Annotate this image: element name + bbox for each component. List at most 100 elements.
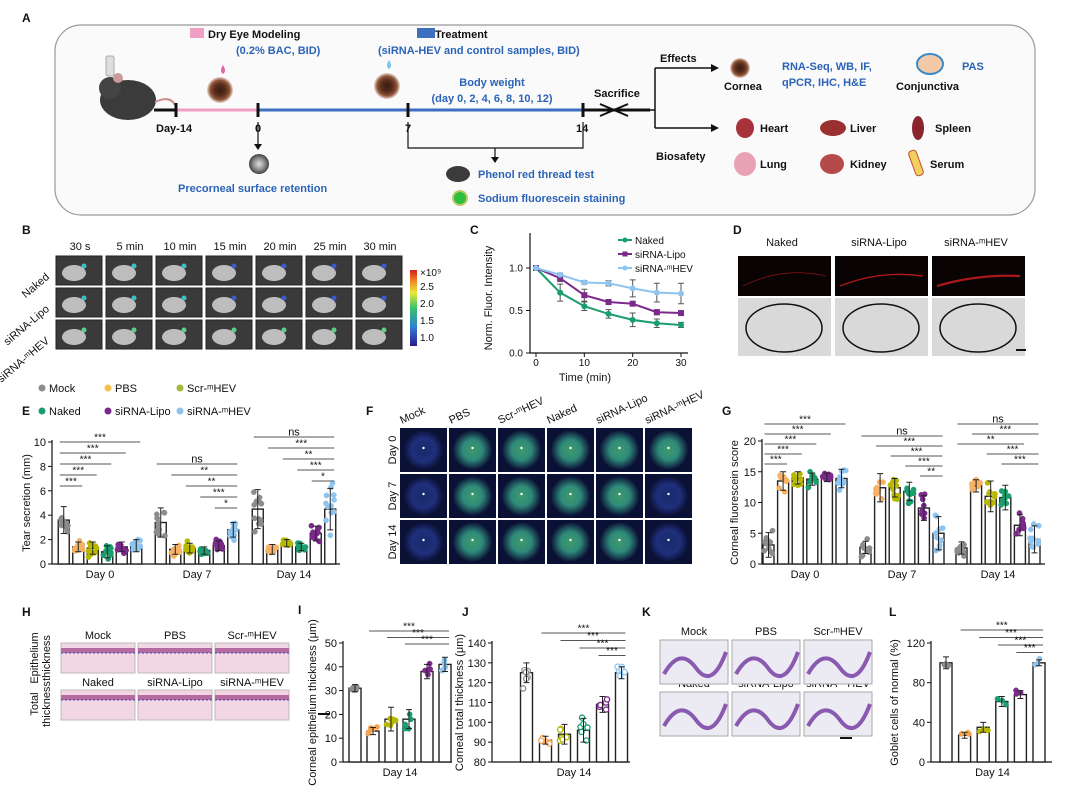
he-image [60,642,136,674]
he-image [137,689,213,721]
x-category-label: Day 7 [183,569,212,581]
bar-mock [348,687,362,763]
mouse-head-silhouette [262,329,286,345]
column-label: Scr-ᵐHEV [496,395,546,427]
time-label: 20 min [263,241,296,253]
data-point [76,538,83,544]
ivis-image [55,255,103,286]
image-label: siRNA-ᵐHEV [220,677,284,689]
fluorescein-image [498,428,545,472]
x-category-label: Day 7 [888,569,917,581]
eye-fluorescein [403,430,444,470]
mouse-icon [99,55,176,120]
y-tick-label: 0 [919,757,925,769]
ivis-image [155,255,203,286]
y-tick-label: 30 [325,686,337,698]
significance-label: *** [1015,636,1027,647]
column-label: Mock [398,405,427,427]
bar-scrhev [791,477,804,565]
time-label: 25 min [313,241,346,253]
bar-sirnahev [438,663,452,763]
error-bar [172,543,179,555]
light-reflex [471,446,474,450]
ivis-image [255,319,303,350]
mouse-head-silhouette [112,297,136,313]
significance-label: * [321,472,325,483]
column-label: Naked [545,402,579,426]
he-image-bg [60,689,136,721]
significance-label: *** [1024,643,1036,654]
data-point [556,726,564,733]
error-bar [327,487,334,531]
significance-label: *** [999,425,1011,436]
data-point [1019,515,1026,522]
row-label: thickness [41,681,53,727]
legend-label: Naked [49,406,81,418]
data-point [557,289,564,296]
he-image [137,642,213,674]
error-bar [104,545,111,559]
eye-fluorescein [403,476,444,516]
mouse-head-silhouette [212,265,236,281]
x-category-label: Day 14 [975,767,1010,779]
fluorescence-signal [181,327,187,333]
epithelium-layer [215,648,289,653]
data-point [1027,526,1034,533]
pas-image-bg [803,691,873,737]
error-bar [906,481,913,502]
data-point [64,528,71,535]
significance-label: *** [799,415,811,426]
data-point [161,509,167,516]
eye-fluorescein [501,522,542,562]
error-bar [283,539,290,548]
significance-label: *** [785,435,797,446]
panel-h: H Mock PBS Scr-ᵐHEV Naked siRNA-Lipo siRNA-ᵐH… [22,605,330,727]
cornea-outline [939,303,1017,353]
image-label: PBS [164,630,186,642]
fluorescence-signal [231,327,237,333]
treatment-legend-swatch [417,28,435,38]
pas-image-bg [731,639,801,685]
eye-drop-treatment-icon [374,73,400,99]
error-bar [958,541,965,555]
bar-pbs [969,485,983,565]
light-reflex [618,446,621,450]
cornea-overview-image [738,298,831,356]
bar-sirnalipo [820,476,834,565]
ivis-image [55,319,103,350]
data-point [212,540,219,547]
mouse-head-silhouette [162,297,186,313]
fluorescein-image [547,520,594,564]
significance-label: *** [1007,445,1019,456]
he-image-bg [214,642,290,674]
sirna-signal [742,272,827,287]
fluorescein-image [645,474,692,518]
error-bar [838,468,845,489]
data-point [873,486,879,493]
error-bar [862,540,869,555]
ivis-image [55,287,103,318]
data-point [581,292,588,299]
data-point [227,533,233,539]
data-point [961,553,967,559]
fluorescence-signal [281,327,287,333]
error-bar [935,516,942,551]
data-point [441,659,447,666]
significance-label: *** [1014,455,1026,466]
data-point [968,481,975,487]
error-bar [823,472,830,483]
fluorescein-image [400,474,447,518]
data-point [171,552,178,558]
bar-sirnahev [614,672,629,763]
data-point [438,667,445,674]
significance-label: *** [597,639,609,650]
error-bar [186,542,193,554]
y-tick-label: 10 [744,498,756,510]
panel-label-h: H [22,605,31,619]
significance-label: *** [80,455,92,466]
data-point [921,510,928,517]
data-point [251,515,258,522]
error-bar [998,696,1005,707]
error-bar [370,726,376,736]
significance-label: *** [87,444,99,455]
